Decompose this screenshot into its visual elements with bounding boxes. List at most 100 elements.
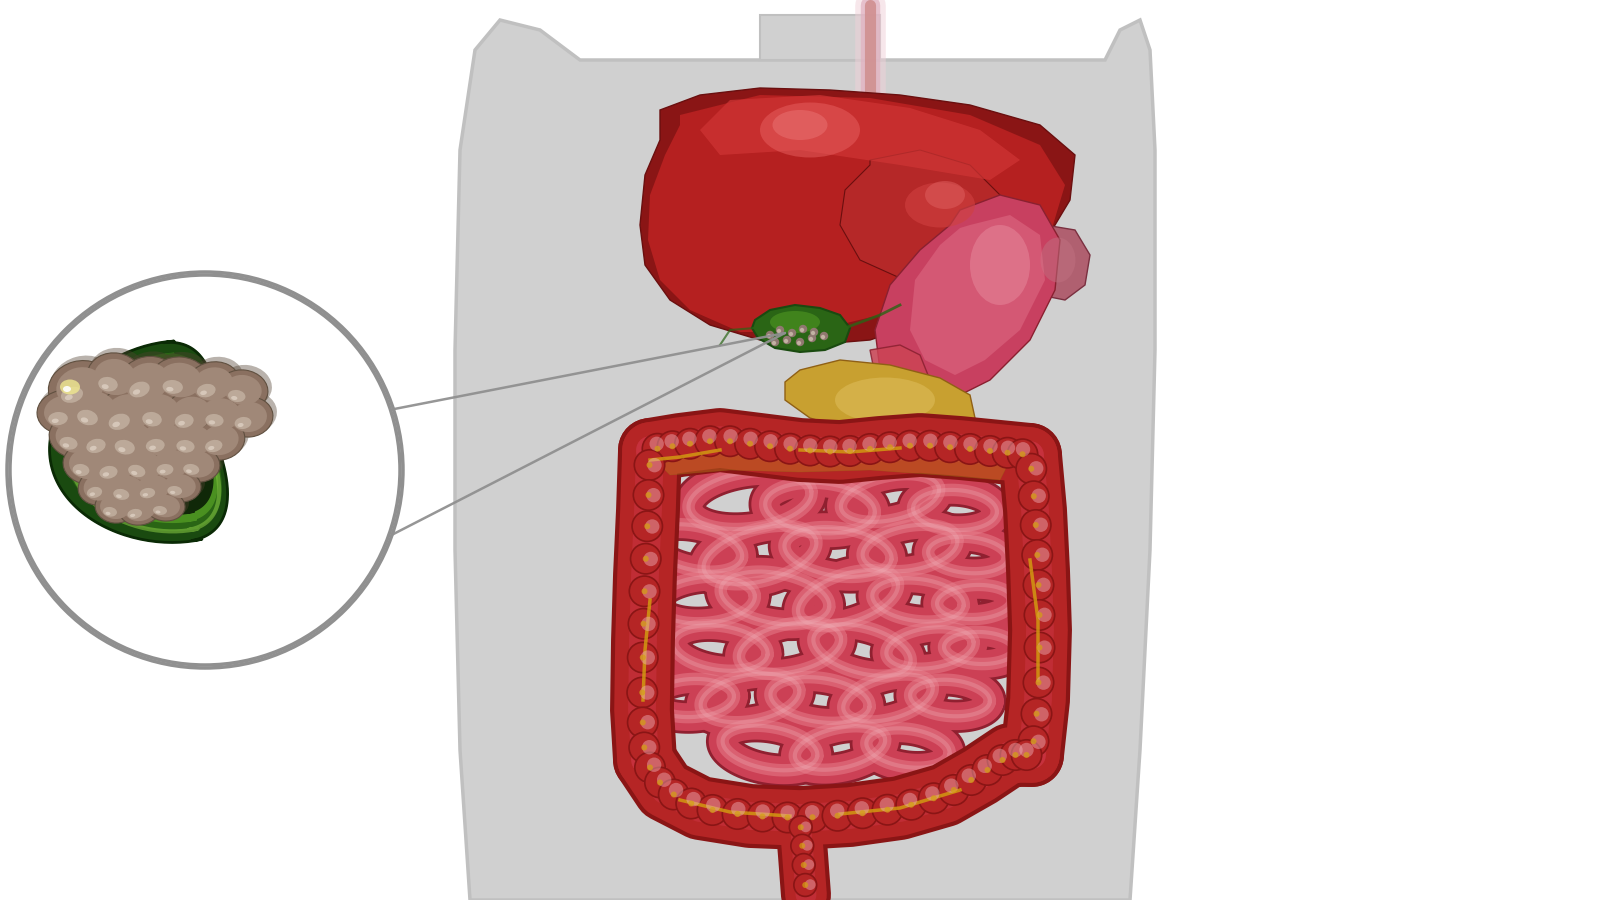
Circle shape [640, 719, 646, 725]
Circle shape [763, 434, 778, 448]
Ellipse shape [194, 367, 234, 400]
Ellipse shape [125, 450, 162, 481]
Circle shape [987, 745, 1018, 775]
Ellipse shape [170, 491, 176, 494]
Ellipse shape [227, 392, 277, 434]
Ellipse shape [98, 377, 118, 392]
Ellipse shape [166, 387, 173, 392]
Circle shape [707, 438, 714, 445]
Polygon shape [786, 360, 974, 435]
Circle shape [1035, 582, 1042, 588]
Ellipse shape [154, 352, 213, 400]
Ellipse shape [906, 183, 974, 228]
Circle shape [640, 686, 654, 700]
Ellipse shape [104, 394, 150, 434]
Ellipse shape [130, 514, 136, 517]
Circle shape [1024, 633, 1054, 662]
Circle shape [632, 511, 662, 542]
Circle shape [643, 552, 658, 566]
Ellipse shape [61, 380, 80, 394]
Circle shape [872, 795, 902, 825]
Ellipse shape [138, 412, 194, 458]
Circle shape [862, 436, 877, 451]
Ellipse shape [229, 390, 245, 402]
Circle shape [1032, 489, 1046, 503]
Ellipse shape [142, 493, 149, 497]
Ellipse shape [197, 415, 250, 457]
Ellipse shape [61, 387, 83, 403]
Ellipse shape [138, 394, 179, 430]
Ellipse shape [205, 440, 222, 452]
Ellipse shape [50, 356, 115, 410]
Circle shape [664, 434, 678, 448]
Circle shape [925, 787, 939, 801]
Ellipse shape [82, 421, 123, 456]
Circle shape [627, 643, 658, 672]
Circle shape [1024, 667, 1054, 698]
Ellipse shape [59, 436, 77, 450]
Circle shape [682, 432, 696, 446]
Circle shape [944, 778, 958, 793]
Ellipse shape [106, 512, 110, 515]
Ellipse shape [186, 362, 240, 406]
Circle shape [646, 758, 661, 772]
Ellipse shape [50, 416, 101, 458]
Ellipse shape [168, 486, 182, 496]
Ellipse shape [66, 395, 72, 400]
Ellipse shape [760, 103, 861, 158]
Circle shape [755, 431, 786, 462]
Circle shape [848, 798, 878, 828]
Circle shape [830, 804, 845, 818]
Ellipse shape [230, 396, 237, 400]
Circle shape [642, 616, 656, 631]
Circle shape [797, 341, 800, 345]
Circle shape [794, 874, 816, 896]
Ellipse shape [106, 410, 165, 461]
Ellipse shape [77, 410, 134, 459]
Circle shape [797, 802, 827, 832]
Ellipse shape [90, 492, 94, 496]
Ellipse shape [110, 422, 154, 458]
Circle shape [811, 331, 814, 335]
Ellipse shape [150, 357, 210, 403]
Ellipse shape [150, 495, 179, 518]
Ellipse shape [99, 466, 117, 479]
Ellipse shape [773, 110, 827, 140]
Circle shape [645, 519, 659, 534]
Ellipse shape [189, 356, 243, 403]
Circle shape [1032, 522, 1038, 528]
Circle shape [643, 555, 648, 562]
Circle shape [634, 450, 664, 481]
Circle shape [650, 436, 664, 451]
Circle shape [760, 814, 765, 820]
Circle shape [800, 822, 811, 832]
Circle shape [1034, 711, 1040, 716]
Ellipse shape [208, 420, 214, 425]
Circle shape [968, 777, 974, 783]
Ellipse shape [110, 475, 144, 502]
Circle shape [1029, 466, 1034, 472]
Circle shape [957, 765, 987, 796]
Ellipse shape [38, 385, 98, 431]
Circle shape [926, 443, 933, 449]
Ellipse shape [197, 388, 251, 432]
Circle shape [800, 328, 803, 331]
Ellipse shape [154, 450, 189, 478]
Circle shape [1024, 752, 1029, 758]
Ellipse shape [171, 397, 211, 431]
Ellipse shape [147, 445, 195, 483]
Circle shape [734, 428, 765, 459]
Circle shape [883, 435, 898, 449]
Ellipse shape [195, 393, 246, 435]
Ellipse shape [174, 446, 219, 482]
Ellipse shape [118, 445, 168, 485]
Circle shape [992, 749, 1006, 763]
Circle shape [776, 327, 784, 334]
Circle shape [1037, 612, 1043, 618]
Circle shape [734, 811, 741, 817]
Polygon shape [701, 95, 1021, 180]
Circle shape [821, 332, 827, 339]
Polygon shape [85, 369, 213, 514]
Circle shape [1034, 552, 1040, 558]
Ellipse shape [131, 388, 187, 436]
